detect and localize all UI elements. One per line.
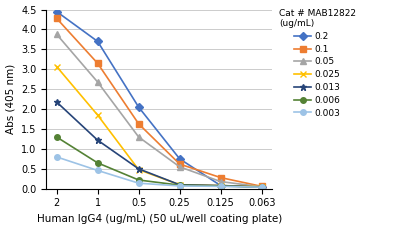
0.1	[177, 163, 182, 166]
0.05	[259, 185, 264, 188]
0.013	[177, 183, 182, 186]
0.013	[218, 184, 223, 187]
Line: 0.1: 0.1	[54, 15, 264, 189]
0.025	[136, 168, 141, 171]
0.1	[259, 185, 264, 188]
0.1	[54, 17, 59, 20]
0.1	[136, 122, 141, 125]
0.2	[54, 10, 59, 13]
0.006	[54, 136, 59, 138]
0.003	[54, 155, 59, 158]
0.025	[54, 65, 59, 68]
0.003	[95, 169, 100, 172]
0.2	[218, 184, 223, 187]
0.2	[95, 40, 100, 43]
0.006	[218, 184, 223, 187]
0.003	[218, 185, 223, 188]
0.025	[218, 184, 223, 187]
0.1	[218, 176, 223, 179]
0.013	[136, 167, 141, 170]
Line: 0.2: 0.2	[54, 9, 264, 189]
0.2	[177, 158, 182, 160]
0.2	[259, 185, 264, 188]
Line: 0.05: 0.05	[54, 31, 264, 189]
0.05	[177, 165, 182, 168]
0.003	[259, 186, 264, 189]
0.013	[259, 186, 264, 189]
0.006	[259, 186, 264, 189]
Line: 0.025: 0.025	[54, 64, 264, 189]
0.006	[136, 179, 141, 182]
0.006	[177, 184, 182, 187]
Legend: 0.2, 0.1, 0.05, 0.025, 0.013, 0.006, 0.003: 0.2, 0.1, 0.05, 0.025, 0.013, 0.006, 0.0…	[279, 9, 356, 118]
0.05	[136, 136, 141, 138]
0.025	[259, 185, 264, 188]
Line: 0.003: 0.003	[54, 154, 264, 190]
0.05	[54, 33, 59, 36]
0.05	[218, 180, 223, 183]
0.003	[136, 182, 141, 185]
0.006	[95, 161, 100, 164]
0.013	[54, 100, 59, 103]
0.003	[177, 184, 182, 187]
Y-axis label: Abs (405 nm): Abs (405 nm)	[6, 64, 16, 134]
0.1	[95, 62, 100, 65]
0.2	[136, 106, 141, 109]
0.025	[177, 183, 182, 186]
Line: 0.006: 0.006	[54, 134, 264, 190]
X-axis label: Human IgG4 (ug/mL) (50 uL/well coating plate): Human IgG4 (ug/mL) (50 uL/well coating p…	[36, 214, 282, 224]
0.05	[95, 81, 100, 83]
0.025	[95, 114, 100, 117]
0.013	[95, 139, 100, 142]
Line: 0.013: 0.013	[53, 98, 265, 191]
